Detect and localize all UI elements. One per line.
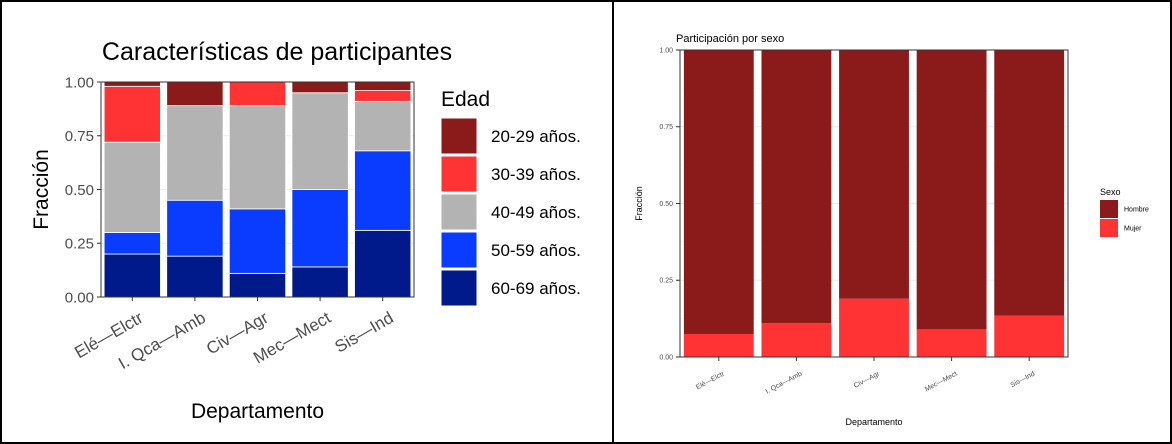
bar-civ-agr-40-49-a-os <box>228 105 287 210</box>
legend-label: Mujer <box>1124 226 1142 233</box>
x-axis-title: Departamento <box>845 417 902 427</box>
bar-mec-mect-mujer <box>916 329 987 357</box>
y-tick-label: 1.00 <box>65 74 94 91</box>
sex-chart: Participación por sexo 0.00 0.25 0.50 0.75 1.… <box>634 33 1149 427</box>
chart-title: Participación por sexo <box>676 33 784 45</box>
legend-key-50-59-a-os <box>440 231 478 269</box>
bar-sis-ind-60-69-a-os <box>354 229 412 298</box>
x-tick-label: Sis—Ind <box>332 308 397 357</box>
x-tick-label: Civ—Agr <box>853 370 882 390</box>
legend-label: 60-69 años. <box>491 279 581 298</box>
bar-mec-mect-60-69-a-os <box>291 266 349 298</box>
bar-mec-mect-20-29-a-os <box>291 81 349 94</box>
bar-sis-ind-mujer <box>994 315 1065 357</box>
bar-i-qca-amb-50-59-a-os <box>166 199 224 257</box>
bar-el-elctr-mujer <box>683 333 754 357</box>
legend-label: 20-29 años. <box>491 127 581 146</box>
y-tick-label: 1.00 <box>659 47 673 54</box>
bars <box>683 50 1065 357</box>
bar-civ-agr-hombre <box>839 50 909 299</box>
bar-i-qca-amb-mujer <box>761 323 832 357</box>
bar-sis-ind-hombre <box>994 50 1065 316</box>
x-tick-label: Sis—Ind <box>1009 371 1036 390</box>
bar-civ-agr-50-59-a-os <box>228 208 287 274</box>
legend-key-30-39-a-os <box>440 155 478 193</box>
x-tick-label: Elé—Elctr <box>695 370 726 391</box>
legend-label: Hombre <box>1124 207 1149 214</box>
y-tick-label: 0.50 <box>659 201 673 208</box>
bar-el-elctr-20-29-a-os <box>103 81 161 87</box>
bar-el-elctr-50-59-a-os <box>103 232 161 255</box>
legend-title: Sexo <box>1100 187 1121 197</box>
bar-mec-mect-50-59-a-os <box>291 189 349 268</box>
y-axis-title: Fracción <box>634 186 644 221</box>
x-tick-label: I. Qca—Amb <box>765 371 804 396</box>
legend: Sexo Hombre Mujer <box>1100 187 1149 237</box>
legend-key-hombre <box>1100 200 1118 218</box>
legend-key-60-69-a-os <box>440 269 478 307</box>
bar-mec-mect-hombre <box>916 50 987 330</box>
bar-i-qca-amb-hombre <box>761 50 832 324</box>
bar-mec-mect-40-49-a-os <box>291 92 349 190</box>
legend-label: 40-49 años. <box>491 203 581 222</box>
bars <box>103 81 412 298</box>
age-chart: Características de participantes 0.00 0.25… <box>30 38 581 423</box>
bar-i-qca-amb-60-69-a-os <box>166 255 224 298</box>
bar-i-qca-amb-20-29-a-os <box>166 81 224 107</box>
bar-sis-ind-30-39-a-os <box>354 90 412 102</box>
bar-civ-agr-30-39-a-os <box>228 81 287 107</box>
bar-civ-agr-mujer <box>839 298 909 357</box>
y-tick-label: 0.75 <box>65 128 94 145</box>
y-tick-label: 0.25 <box>659 278 673 285</box>
x-axis-title: Departamento <box>191 400 324 423</box>
y-tick-label: 0.00 <box>65 289 94 306</box>
y-tick-label: 0.75 <box>659 124 673 131</box>
bar-sis-ind-50-59-a-os <box>354 150 412 231</box>
legend-title: Edad <box>441 88 490 111</box>
y-tick-label: 0.50 <box>65 182 94 199</box>
bar-i-qca-amb-40-49-a-os <box>166 105 224 201</box>
legend-key-40-49-a-os <box>440 193 478 231</box>
bar-el-elctr-60-69-a-os <box>103 253 161 298</box>
chart-title: Características de participantes <box>102 38 452 66</box>
bar-sis-ind-20-29-a-os <box>354 81 412 91</box>
y-axis-title: Fracción <box>30 149 53 230</box>
bar-el-elctr-30-39-a-os <box>103 85 161 143</box>
bar-civ-agr-60-69-a-os <box>228 272 287 298</box>
legend-label: 30-39 años. <box>491 165 581 184</box>
bar-sis-ind-40-49-a-os <box>354 100 412 152</box>
panel-divider <box>612 0 614 444</box>
y-tick-label: 0.25 <box>65 236 94 253</box>
legend-key-20-29-a-os <box>440 117 478 155</box>
legend-label: 50-59 años. <box>491 241 581 260</box>
legend-key-mujer <box>1100 219 1118 237</box>
bar-el-elctr-40-49-a-os <box>103 141 161 233</box>
bar-el-elctr-hombre <box>683 50 754 334</box>
x-tick-label: Mec—Mect <box>924 371 959 394</box>
y-tick-label: 0.00 <box>659 354 673 361</box>
